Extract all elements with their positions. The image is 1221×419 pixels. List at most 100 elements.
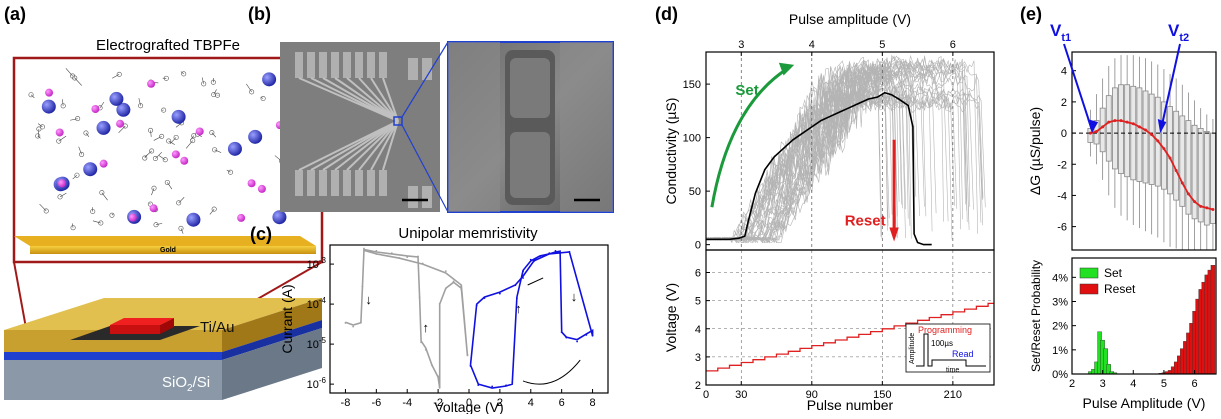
- vt2-label: Vt2: [1168, 21, 1189, 44]
- panel-d-label: (d): [655, 4, 678, 24]
- y-tick-label: 5: [695, 296, 701, 308]
- panel-e-label: (e): [1020, 4, 1042, 24]
- iv-point: [425, 349, 427, 351]
- median-point: [1132, 122, 1135, 125]
- cation-ball: [147, 80, 155, 88]
- cation-ball: [100, 160, 108, 168]
- iv-point: [439, 387, 441, 389]
- x-tick-label: 4: [528, 397, 534, 409]
- iv-point: [548, 253, 550, 255]
- anion-ball: [42, 100, 56, 114]
- median-point: [1095, 130, 1098, 133]
- inset-read: Read: [952, 349, 974, 359]
- electrode-pad: [307, 52, 315, 78]
- y-tick-label: 4: [695, 324, 701, 336]
- box: [1137, 88, 1142, 182]
- electrode-pad: [408, 58, 418, 80]
- y-tick-label: 150: [683, 79, 701, 91]
- x-tick-label: 3: [1100, 378, 1106, 390]
- cation-ball: [172, 150, 180, 158]
- iv-point: [568, 251, 570, 253]
- sweep-arrow: ↓: [571, 289, 578, 304]
- panel-c-title: Unipolar memristivity: [398, 225, 538, 242]
- iv-point: [360, 321, 362, 323]
- sweep-arrow: ↑: [515, 301, 522, 316]
- iv-point: [514, 284, 516, 286]
- electrode-pad: [295, 52, 303, 78]
- iv-point: [511, 382, 513, 384]
- tiau-label: Ti/Au: [200, 319, 234, 336]
- electrode-pad: [331, 52, 339, 78]
- y-axis-label: Conductivity (µS): [663, 98, 679, 205]
- median-point: [1113, 119, 1116, 122]
- x-axis-label: Voltage (V): [434, 399, 503, 414]
- median-point: [1120, 119, 1123, 122]
- x-tick-label: -6: [371, 397, 381, 409]
- x-tick-label: 6: [1191, 378, 1197, 390]
- anion-ball: [248, 130, 262, 144]
- substrate-suffix: /Si: [193, 374, 211, 391]
- electrode-pad: [355, 170, 363, 196]
- median-point: [1175, 169, 1178, 172]
- iv-point: [431, 364, 433, 366]
- iv-curve-0: [345, 250, 467, 388]
- legend-swatch-set: [1080, 268, 1098, 278]
- iv-point: [516, 297, 518, 299]
- anion-ball: [272, 210, 286, 224]
- iv-point: [585, 334, 587, 336]
- iv-point: [491, 385, 493, 387]
- iv-point: [375, 253, 377, 255]
- iv-point: [362, 286, 364, 288]
- iv-point: [439, 303, 441, 305]
- x-tick-label: 6: [559, 397, 565, 409]
- median-point: [1089, 132, 1092, 135]
- y-tick-base: 10: [307, 379, 319, 391]
- set-label: Set: [735, 82, 758, 99]
- device-cross-section: Ti/Au SiO2/Si: [4, 298, 322, 400]
- chart-c-frame: [330, 245, 608, 393]
- iv-point: [406, 256, 408, 258]
- y-tick-label: 10-5: [307, 336, 327, 351]
- y-tick-exponent: -5: [319, 336, 327, 345]
- electrode-pad: [307, 170, 315, 196]
- cation-ball: [58, 179, 66, 187]
- anion-ball: [109, 92, 123, 106]
- y-tick-label: 1%: [1052, 345, 1068, 357]
- sem-feature-bottom: [510, 132, 550, 198]
- box: [1174, 111, 1179, 200]
- iv-point: [437, 375, 439, 377]
- y-tick-label: 6: [695, 268, 701, 280]
- box: [1106, 96, 1111, 161]
- box: [1192, 125, 1197, 219]
- sweep-arrow-line: [528, 278, 543, 285]
- median-point: [1107, 121, 1110, 124]
- iv-point: [555, 250, 557, 252]
- iv-point: [565, 337, 567, 339]
- sweep-arrow: ↓: [365, 292, 372, 307]
- iv-point: [445, 270, 447, 272]
- iv-point: [363, 248, 365, 250]
- cation-ball: [248, 179, 256, 187]
- x-tick-label: -8: [341, 397, 351, 409]
- panel-c-label: (c): [250, 224, 272, 244]
- gold-label: Gold: [160, 247, 176, 254]
- median-point: [1156, 139, 1159, 142]
- median-point: [1150, 133, 1153, 136]
- electrode-pad: [367, 52, 375, 78]
- x-tick-label: 5: [1161, 378, 1167, 390]
- median-point: [1126, 121, 1129, 124]
- cation-ball: [45, 89, 53, 97]
- iv-point: [422, 262, 424, 264]
- iv-point: [399, 257, 401, 259]
- iv-point: [476, 304, 478, 306]
- median-point: [1144, 128, 1147, 131]
- median-point: [1101, 125, 1104, 128]
- y-tick-label: 2: [1061, 97, 1067, 109]
- box: [1149, 94, 1154, 184]
- x2-tick-label: 6: [950, 39, 956, 51]
- iv-point: [368, 251, 370, 253]
- median-point: [1199, 205, 1202, 208]
- sem-electrode-left: [448, 42, 500, 212]
